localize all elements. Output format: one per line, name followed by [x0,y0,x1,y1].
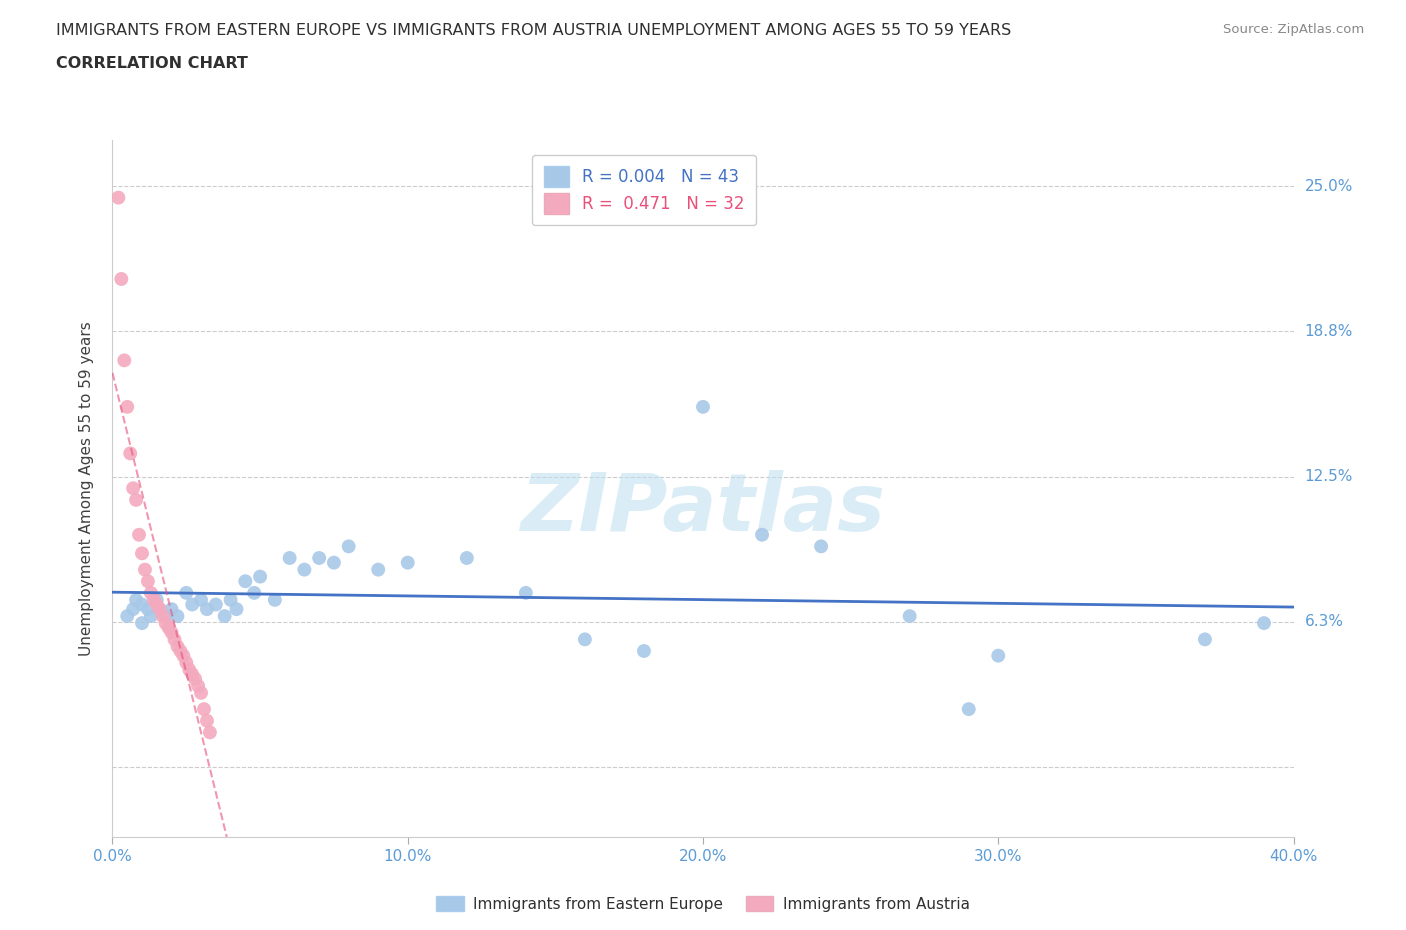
Point [898,609,921,624]
Point [692,400,714,415]
Point [166,639,188,654]
Point [193,702,215,717]
Point [139,609,162,624]
Point [278,551,301,565]
Point [243,586,266,601]
Point [131,616,153,631]
Point [110,272,132,286]
Legend: R = 0.004   N = 43, R =  0.471   N = 32: R = 0.004 N = 43, R = 0.471 N = 32 [531,154,756,225]
Text: IMMIGRANTS FROM EASTERN EUROPE VS IMMIGRANTS FROM AUSTRIA UNEMPLOYMENT AMONG AGE: IMMIGRANTS FROM EASTERN EUROPE VS IMMIGR… [56,23,1011,38]
Point [337,539,360,554]
Point [142,592,165,607]
Point [181,597,204,612]
Point [122,481,145,496]
Point [187,679,209,694]
Point [120,446,142,461]
Point [131,597,153,612]
Text: 6.3%: 6.3% [1305,615,1344,630]
Point [160,602,183,617]
Point [122,602,145,617]
Point [117,400,138,415]
Point [107,191,129,206]
Point [1253,616,1275,631]
Point [1194,632,1216,647]
Point [149,602,172,617]
Point [292,562,315,577]
Text: ZIPatlas: ZIPatlas [520,471,886,548]
Point [456,551,478,565]
Point [125,493,148,508]
Point [112,353,135,368]
Point [184,671,207,686]
Point [957,702,980,717]
Point [396,555,419,570]
Point [136,574,159,589]
Point [219,592,242,607]
Point [134,562,156,577]
Y-axis label: Unemployment Among Ages 55 to 59 years: Unemployment Among Ages 55 to 59 years [79,321,94,656]
Point [181,667,204,682]
Point [751,527,773,542]
Point [367,562,389,577]
Point [205,597,228,612]
Text: 12.5%: 12.5% [1305,469,1353,485]
Point [190,592,212,607]
Point [136,602,159,617]
Point [195,602,218,617]
Point [179,662,201,677]
Text: Source: ZipAtlas.com: Source: ZipAtlas.com [1223,23,1364,36]
Point [172,648,194,663]
Point [323,555,346,570]
Point [233,574,256,589]
Point [131,546,153,561]
Point [125,592,148,607]
Point [195,713,218,728]
Point [146,597,169,612]
Text: 25.0%: 25.0% [1305,179,1353,193]
Point [225,602,247,617]
Point [163,632,186,647]
Text: CORRELATION CHART: CORRELATION CHART [56,56,247,71]
Point [198,725,221,740]
Point [155,609,177,624]
Point [169,644,191,658]
Point [810,539,832,554]
Point [574,632,596,647]
Point [190,685,212,700]
Point [174,586,197,601]
Point [308,551,330,565]
Point [174,656,197,671]
Legend: Immigrants from Eastern Europe, Immigrants from Austria: Immigrants from Eastern Europe, Immigran… [430,889,976,918]
Point [146,592,169,607]
Point [987,648,1010,663]
Point [166,609,188,624]
Point [214,609,236,624]
Text: 18.8%: 18.8% [1305,324,1353,339]
Point [139,586,162,601]
Point [249,569,271,584]
Point [128,527,150,542]
Point [149,602,172,617]
Point [515,586,537,601]
Point [152,609,174,624]
Point [160,625,183,640]
Point [264,592,287,607]
Point [117,609,138,624]
Point [157,620,180,635]
Point [155,616,177,631]
Point [633,644,655,658]
